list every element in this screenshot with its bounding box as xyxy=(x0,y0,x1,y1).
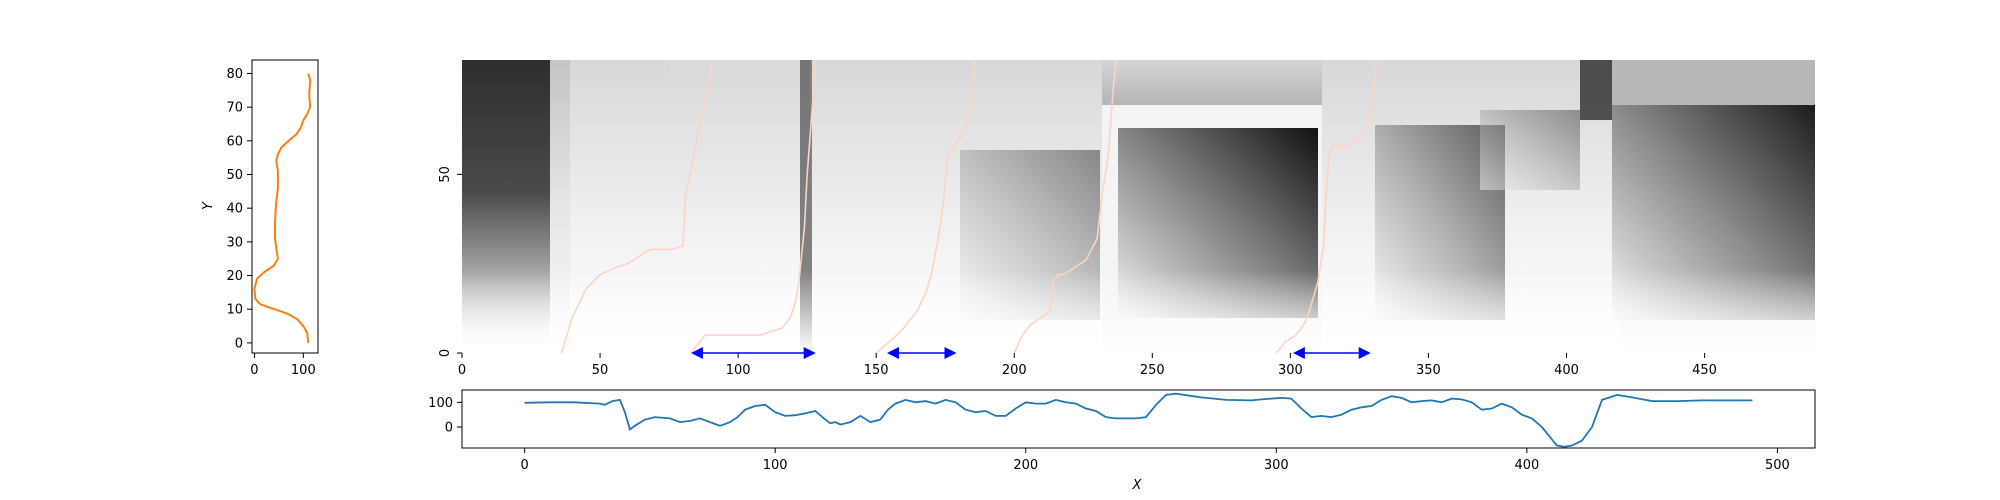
left-y-tick-label: 40 xyxy=(226,202,243,217)
alignment-path xyxy=(1013,59,1118,354)
alignment-path xyxy=(560,59,713,354)
main-y-tick-label: 0 xyxy=(438,349,453,357)
bottom-x-tick-label: 200 xyxy=(1013,458,1038,473)
left-x-tick-label: 0 xyxy=(250,363,258,378)
bottom-y-tick-label: 0 xyxy=(445,421,453,436)
main-x-tick-label: 350 xyxy=(1416,363,1441,378)
bottom-x-tick-label: 400 xyxy=(1514,458,1539,473)
left-y-tick-label: 30 xyxy=(226,235,243,250)
bottom-x-ticks: 0 100 200 300 400 500 xyxy=(520,448,1790,473)
alignment-path xyxy=(690,59,817,354)
main-y-ticks: 0 50 xyxy=(438,166,462,357)
bottom-y-tick-label: 100 xyxy=(428,396,453,411)
left-y-tick-label: 60 xyxy=(226,134,243,149)
bottom-x-axis-label: X xyxy=(1132,478,1143,493)
left-y-tick-label: 0 xyxy=(235,336,243,351)
left-y-tick-label: 20 xyxy=(226,269,243,284)
main-x-tick-label: 250 xyxy=(1140,363,1165,378)
left-y-tick-label: 80 xyxy=(226,67,243,82)
main-heatmap-panel: 0 50 100 150 200 250 300 350 400 450 0 50 xyxy=(438,59,1815,378)
bottom-signal-panel: 0 100 200 300 400 500 0 100 X xyxy=(428,389,1816,493)
left-profile-panel: 0 100 0 10 20 30 40 50 60 70 80 Y xyxy=(201,59,319,378)
left-x-ticks: 0 100 xyxy=(250,353,316,378)
bottom-y-ticks: 0 100 xyxy=(428,396,462,436)
left-x-tick-label: 100 xyxy=(291,363,316,378)
alignment-path xyxy=(1275,59,1377,354)
left-profile-series xyxy=(253,73,312,343)
left-profile-line xyxy=(253,73,312,343)
main-x-tick-label: 0 xyxy=(458,363,466,378)
bottom-signal-line xyxy=(524,392,1753,448)
bottom-panel-frame xyxy=(461,389,1816,449)
main-x-tick-label: 200 xyxy=(1002,363,1027,378)
heatmap-image xyxy=(462,60,1815,353)
left-y-tick-label: 10 xyxy=(226,303,243,318)
main-y-tick-label: 50 xyxy=(438,166,453,183)
left-y-tick-label: 50 xyxy=(226,168,243,183)
bottom-x-tick-label: 300 xyxy=(1264,458,1289,473)
alignment-paths xyxy=(560,59,1377,354)
main-x-tick-label: 400 xyxy=(1554,363,1579,378)
main-x-tick-label: 150 xyxy=(864,363,889,378)
main-x-tick-label: 50 xyxy=(592,363,609,378)
bottom-x-tick-label: 500 xyxy=(1765,458,1790,473)
main-x-ticks: 0 50 100 150 200 250 300 350 400 450 xyxy=(458,353,1717,378)
main-x-tick-label: 100 xyxy=(726,363,751,378)
left-y-axis-label: Y xyxy=(201,201,216,210)
main-x-tick-label: 300 xyxy=(1278,363,1303,378)
alignment-path xyxy=(875,59,977,354)
left-y-ticks: 0 10 20 30 40 50 60 70 80 xyxy=(226,67,252,351)
bottom-signal-series xyxy=(524,392,1753,448)
bottom-x-tick-label: 0 xyxy=(520,458,528,473)
left-y-tick-label: 70 xyxy=(226,101,243,116)
left-panel-frame xyxy=(251,59,319,354)
main-x-tick-label: 450 xyxy=(1692,363,1717,378)
bottom-x-tick-label: 100 xyxy=(763,458,788,473)
